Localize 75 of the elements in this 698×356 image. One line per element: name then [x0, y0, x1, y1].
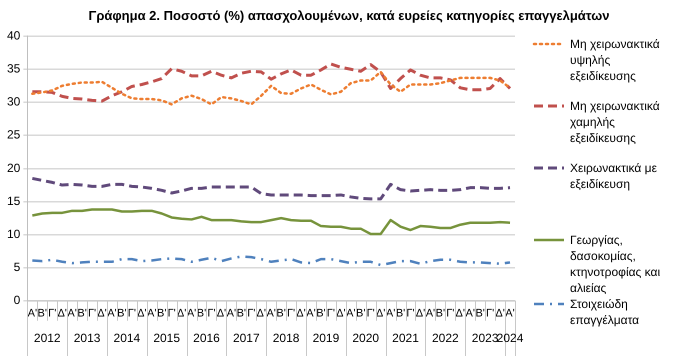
x-tick-label: Α' [306, 307, 316, 320]
x-tick-label: Α' [226, 307, 236, 320]
x-tick-label: Δ' [97, 307, 107, 320]
x-tick-label: Γ' [446, 307, 454, 320]
text: 2023 [472, 331, 499, 346]
x-tick-label: Α' [465, 307, 475, 320]
text: 2017 [232, 331, 260, 346]
x-tick-label: Δ' [416, 307, 426, 320]
x-tick-label: Β' [436, 307, 446, 320]
x-tick-label: Γ' [326, 307, 335, 320]
x-tick-label: Δ' [336, 307, 346, 320]
x-tick-label: Γ' [48, 307, 56, 320]
x-tick-label: Δ' [137, 307, 147, 320]
x-tick-label: Β' [156, 307, 166, 320]
x-tick-label: Γ' [168, 307, 176, 320]
chart-title: Γράφημα 2. Ποσοστό (%) απασχολουμένων, κατά ευρείες κατηγορίες επαγγελμάτων [88, 8, 610, 23]
text: 2014 [114, 331, 141, 346]
x-tick-label: Β' [316, 307, 326, 320]
x-tick-label: Γ' [128, 307, 136, 320]
x-tick-label: Γ' [286, 307, 296, 320]
line-series [30, 176, 512, 200]
y-tick-label: 20 [6, 160, 21, 175]
x-tick-label: Β' [475, 307, 485, 320]
x-tick-label: Α' [505, 307, 515, 320]
text: 2018 [272, 331, 300, 346]
x-tick-label: Δ' [456, 307, 465, 320]
text: 2016 [193, 331, 220, 346]
y-tick-label: 10 [6, 226, 21, 241]
legend-label: Μη χειρωνακτικά χαμηλής εξειδίκευσης [570, 98, 661, 146]
y-tick-label: 25 [6, 128, 21, 142]
x-tick-label: Α' [107, 307, 117, 320]
legend-label: Μη χειρωνακτικά υψηλής εξειδίκευσης [570, 36, 661, 84]
line-series [31, 255, 512, 266]
text: 2019 [312, 331, 340, 346]
x-tick-label: Α' [346, 307, 356, 320]
legend-label: Χειρωνακτικά με εξειδίκευση [570, 160, 658, 192]
text: 2013 [74, 331, 101, 346]
x-tick-label: Β' [236, 307, 246, 320]
x-tick-label: Α' [426, 307, 436, 320]
x-tick-label: Δ' [216, 307, 226, 320]
y-tick-label: 35 [6, 62, 21, 76]
x-tick-label: Γ' [247, 307, 256, 320]
text: 2024 [496, 331, 524, 346]
text: 2020 [352, 331, 380, 346]
x-tick-label: Β' [356, 307, 366, 320]
x-tick-label: Γ' [366, 307, 375, 320]
legend-label: Γεωργίας, δασοκομίας, κτηνοτροφίας και αλιείας [570, 232, 662, 296]
x-tick-label: Δ' [495, 307, 505, 320]
line-series [31, 70, 512, 106]
x-tick-label: Β' [396, 307, 406, 320]
x-tick-label: Δ' [296, 307, 306, 320]
text: 2021 [392, 331, 420, 346]
x-tick-label: Α' [28, 307, 38, 320]
line-series [30, 62, 512, 103]
y-tick-label: 40 [6, 28, 21, 43]
text: 2015 [153, 331, 180, 346]
x-tick-label: Α' [266, 307, 276, 320]
x-tick-label: Γ' [406, 307, 415, 320]
x-tick-label: Β' [38, 307, 47, 320]
x-tick-label: Γ' [88, 307, 96, 320]
x-tick-label: Δ' [256, 307, 266, 320]
x-tick-label: Δ' [57, 307, 67, 320]
y-tick-label: 0 [14, 293, 21, 308]
legend-label: Στοιχειώδη επαγγέλματα [570, 296, 640, 328]
x-tick-label: Β' [77, 307, 87, 320]
text: 2012 [34, 331, 61, 346]
x-tick-label: Β' [117, 307, 127, 320]
x-tick-label: Α' [67, 307, 77, 320]
y-tick-label: 30 [6, 94, 21, 109]
x-tick-label: Γ' [486, 307, 494, 320]
x-tick-label: Γ' [207, 307, 216, 320]
y-tick-label: 15 [6, 194, 21, 208]
x-tick-label: Β' [276, 307, 286, 320]
text: 2022 [432, 331, 460, 346]
y-tick-label: 5 [14, 260, 21, 274]
